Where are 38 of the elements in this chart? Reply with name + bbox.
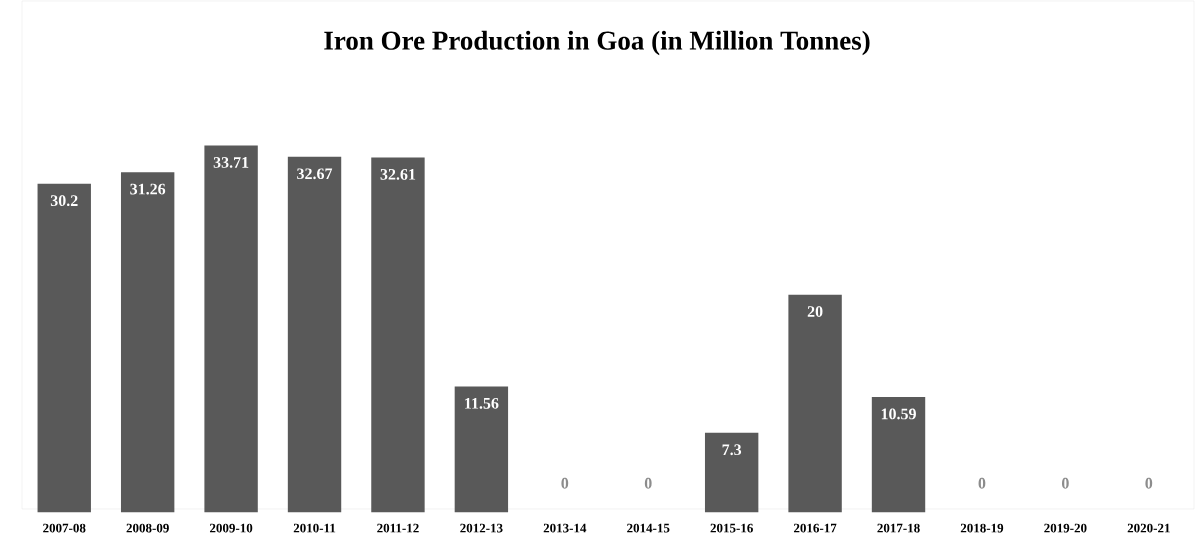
x-tick-label: 2019-20 [1044,523,1087,533]
data-label: 0 [978,477,986,489]
x-tick-label: 2013-14 [543,523,587,533]
x-tick-label: 2018-19 [960,523,1004,533]
x-tick-label: 2011-12 [377,523,419,533]
data-label: 20 [807,306,823,317]
data-label: 10.59 [881,408,916,420]
chart-title: Iron Ore Production in Goa (in Million Tonnes) [324,30,870,56]
bar [788,294,842,513]
data-label: 0 [561,477,569,489]
bar [204,145,258,513]
x-tick-label: 2009-10 [209,523,253,533]
data-label: 32.61 [380,169,416,180]
data-label: 0 [644,477,652,489]
x-tick-label: 2007-08 [43,523,86,533]
data-label: 0 [1145,477,1153,489]
x-tick-label: 2014-15 [627,523,670,533]
bar [287,156,342,513]
data-label: 7.3 [722,444,742,456]
data-label: 33.71 [213,157,249,168]
x-tick-label: 2017-18 [877,523,920,533]
x-tick-label: 2012-13 [460,523,503,533]
data-label: 30.2 [50,195,78,207]
bar [371,157,425,513]
x-tick-label: 2016-17 [793,523,837,533]
bar [704,432,759,513]
x-tick-label: 2008-09 [126,523,169,533]
bar [120,172,175,513]
data-label: 31.26 [130,183,166,195]
data-label: 0 [1061,477,1069,489]
x-tick-label: 2020-21 [1127,523,1170,533]
data-label: 32.67 [297,168,333,180]
bar [871,397,926,513]
bar [454,386,509,513]
bar [37,183,91,513]
x-tick-label: 2015-16 [710,523,753,533]
data-label: 11.56 [465,397,499,409]
x-tick-label: 2010-11 [293,523,336,533]
